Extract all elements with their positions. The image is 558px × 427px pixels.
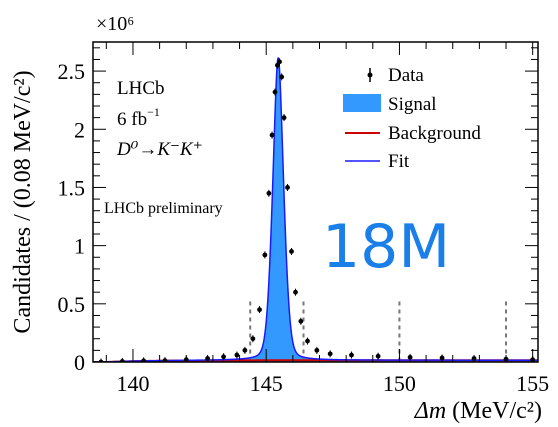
data-point bbox=[281, 115, 287, 121]
luminosity-label: 6 fb−1 bbox=[117, 105, 160, 130]
data-point bbox=[289, 249, 294, 254]
y-tick-label: 2 bbox=[74, 117, 85, 142]
y-tick-label: 1 bbox=[74, 234, 85, 259]
axis-ticks bbox=[93, 42, 538, 363]
legend-background-label: Background bbox=[388, 123, 481, 144]
data-points bbox=[98, 58, 536, 362]
legend-signal-swatch bbox=[343, 94, 381, 112]
data-point bbox=[234, 352, 240, 358]
data-point bbox=[269, 132, 275, 138]
x-tick-label: 150 bbox=[383, 371, 416, 396]
x-axis-symbol: Δm bbox=[414, 398, 446, 424]
data-point bbox=[314, 347, 320, 353]
decay-label: D⁰→K⁻K⁺ bbox=[116, 139, 203, 160]
x-tick-label: 145 bbox=[250, 371, 283, 396]
x-tick-label: 155 bbox=[516, 371, 549, 396]
legend-background: Background bbox=[345, 123, 481, 144]
y-axis-label: Candidates / (0.08 MeV/c²) bbox=[10, 70, 36, 333]
plot-frame bbox=[92, 41, 539, 363]
y-tick-label: 1.5 bbox=[58, 175, 86, 200]
annotations: LHCb 6 fb−1 D⁰→K⁻K⁺ LHCb preliminary 18M bbox=[104, 78, 450, 282]
y-tick-label: 2.5 bbox=[58, 59, 86, 84]
x-tick-label: 140 bbox=[116, 371, 149, 396]
data-point bbox=[205, 356, 210, 361]
y-multiplier: ×10⁶ bbox=[96, 13, 134, 35]
x-axis-unit: (MeV/c²) bbox=[452, 398, 542, 424]
data-point bbox=[272, 89, 278, 95]
preliminary-label: LHCb preliminary bbox=[104, 200, 223, 217]
data-point bbox=[293, 289, 298, 295]
experiment-label: LHCb bbox=[117, 78, 165, 99]
data-point bbox=[285, 185, 290, 190]
tick-labels: 140 145 150 155 0 0.5 1 1.5 2 2.5 bbox=[58, 59, 550, 396]
data-point bbox=[298, 318, 304, 324]
data-point bbox=[242, 347, 248, 353]
data-point bbox=[277, 59, 282, 65]
data-point bbox=[471, 356, 477, 361]
data-point bbox=[266, 190, 272, 196]
legend-signal: Signal bbox=[343, 94, 437, 115]
data-point bbox=[162, 358, 168, 362]
legend-fit: Fit bbox=[345, 151, 410, 172]
data-point bbox=[327, 351, 333, 357]
data-point bbox=[375, 353, 381, 359]
legend-data-dot bbox=[367, 72, 373, 78]
data-point bbox=[262, 252, 268, 258]
candidate-count: 18M bbox=[322, 212, 450, 282]
legend-data: Data bbox=[367, 65, 424, 86]
legend-data-label: Data bbox=[388, 65, 424, 86]
data-point bbox=[439, 355, 445, 361]
data-point bbox=[221, 354, 226, 360]
data-point bbox=[305, 338, 310, 344]
data-point bbox=[257, 307, 262, 313]
legend: Data Signal Background Fit bbox=[343, 65, 481, 172]
y-tick-label: 0.5 bbox=[58, 292, 86, 317]
data-point bbox=[141, 358, 147, 362]
plot-area bbox=[93, 57, 538, 362]
y-tick-label: 0 bbox=[74, 350, 85, 375]
data-point bbox=[250, 336, 256, 342]
legend-signal-label: Signal bbox=[388, 94, 437, 115]
x-axis-label: Δm (MeV/c²) bbox=[414, 398, 542, 424]
data-point bbox=[274, 62, 280, 68]
data-point bbox=[349, 352, 354, 358]
legend-fit-label: Fit bbox=[388, 151, 410, 172]
data-point bbox=[279, 74, 285, 80]
data-point bbox=[407, 354, 413, 360]
